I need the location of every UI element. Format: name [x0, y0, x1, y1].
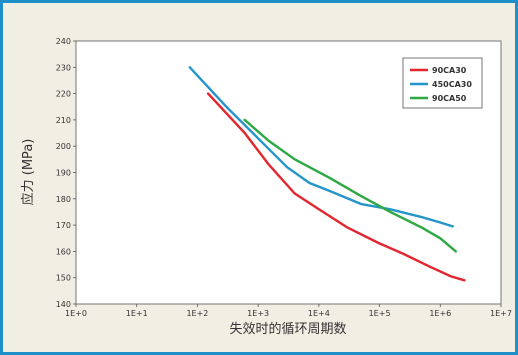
y-tick-label: 140 [56, 300, 71, 309]
y-tick-label: 170 [56, 221, 71, 230]
y-tick-label: 210 [56, 116, 71, 125]
x-tick-label: 1E+7 [490, 309, 512, 318]
legend: 90CA30 450CA30 90CA50 [402, 57, 483, 109]
legend-label-450CA30: 450CA30 [432, 80, 472, 89]
x-tick-label: 1E+2 [186, 309, 208, 318]
legend-label-90CA30: 90CA30 [432, 66, 467, 75]
x-tick-label: 1E+0 [65, 309, 87, 318]
y-tick-label: 200 [56, 142, 71, 151]
x-tick-label: 1E+5 [369, 309, 391, 318]
series-line-90CA30 [206, 92, 466, 282]
y-tick-label: 190 [56, 169, 71, 178]
series-line-90CA50 [243, 118, 457, 253]
x-tick-label: 1E+6 [429, 309, 451, 318]
y-tick-label: 240 [56, 37, 71, 46]
y-axis-label: 应力 (MPa) [20, 139, 36, 206]
legend-label-90CA50: 90CA50 [432, 94, 467, 103]
line-chart: 140 150 160 170 180 190 200 210 220 230 240 1E+0 1E… [20, 37, 512, 337]
x-tick-label: 1E+3 [247, 309, 269, 318]
y-tick-label: 230 [56, 63, 71, 72]
y-tick-label: 160 [56, 247, 71, 256]
series-line-450CA30 [188, 66, 454, 228]
y-tick-label: 150 [56, 274, 71, 283]
x-axis-label: 失效时的循环周期数 [229, 321, 346, 337]
y-tick-label: 220 [56, 90, 71, 99]
x-tick-label: 1E+1 [126, 309, 148, 318]
x-tick-label: 1E+4 [308, 309, 330, 318]
y-tick-label: 180 [56, 195, 71, 204]
